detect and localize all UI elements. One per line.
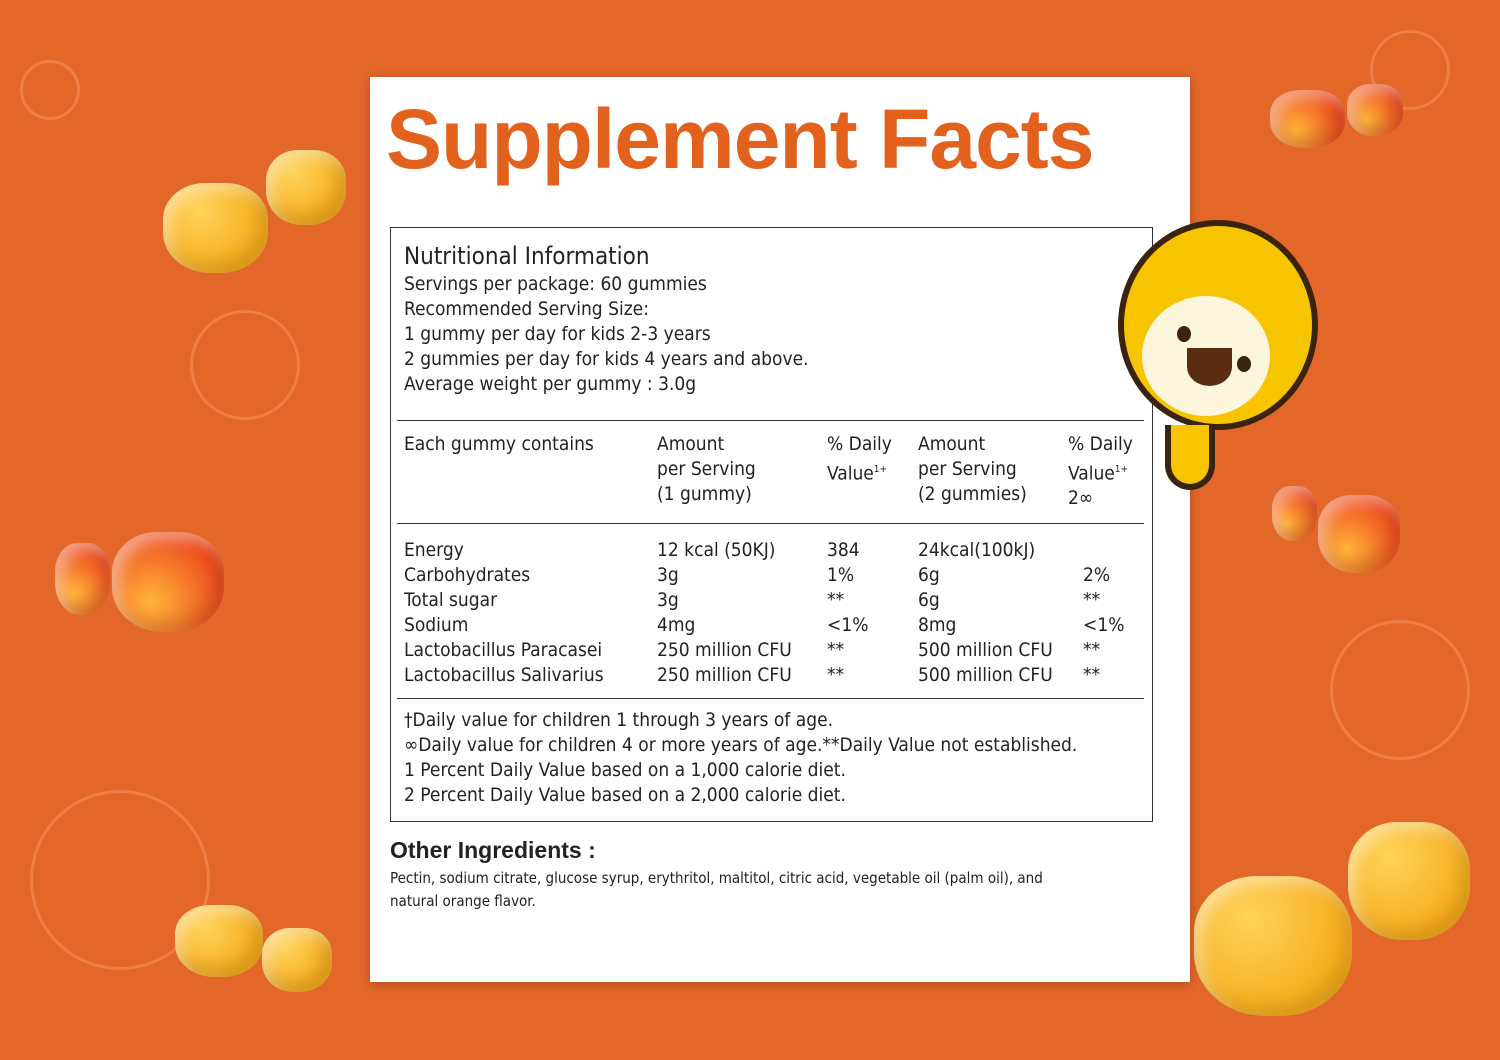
bg-pattern: [20, 60, 80, 120]
info-line: 1 gummy per day for kids 2-3 years: [404, 323, 711, 345]
table-cell: 24kcal(100kJ): [918, 539, 1036, 561]
gummy-candy-icon: [163, 183, 268, 273]
gummy-candy-icon: [55, 543, 110, 615]
mascot-tail: [1165, 425, 1215, 490]
bg-pattern: [1370, 30, 1450, 110]
mascot-character-icon: [1118, 220, 1318, 430]
table-cell: **: [827, 589, 845, 611]
gummy-candy-icon: [1347, 84, 1403, 136]
gummy-candy-icon: [1270, 90, 1345, 148]
nutritional-info-heading: Nutritional Information: [404, 242, 650, 270]
table-cell: <1%: [827, 614, 869, 636]
header-dv-2: % Daily Value1+ 2∞: [1068, 432, 1133, 511]
footnote: 2 Percent Daily Value based on a 2,000 c…: [404, 784, 846, 806]
table-cell: **: [827, 664, 845, 686]
mascot-face: [1142, 296, 1270, 416]
table-cell: 250 million CFU: [657, 639, 792, 661]
gummy-candy-icon: [1348, 822, 1470, 940]
gummy-candy-icon: [1318, 495, 1400, 573]
table-cell: 500 million CFU: [918, 664, 1053, 686]
table-cell: 250 million CFU: [657, 664, 792, 686]
table-cell: Carbohydrates: [404, 564, 531, 586]
table-cell: Energy: [404, 539, 464, 561]
table-cell: **: [827, 639, 845, 661]
footnote: †Daily value for children 1 through 3 ye…: [404, 709, 834, 731]
info-line: Servings per package: 60 gummies: [404, 273, 707, 295]
footnote: 1 Percent Daily Value based on a 1,000 c…: [404, 759, 846, 781]
nutritional-info: Nutritional Information Servings per pac…: [404, 240, 809, 397]
other-ingredients: Other Ingredients : Pectin, sodium citra…: [390, 837, 1090, 913]
facts-table: Nutritional Information Servings per pac…: [390, 227, 1153, 822]
info-line: Average weight per gummy : 3.0g: [404, 373, 697, 395]
header-dv-2-label: % Daily Value: [1068, 433, 1133, 485]
gummy-candy-icon: [112, 532, 224, 632]
header-nutrient: Each gummy contains: [404, 433, 594, 455]
header-amount-1: Amount per Serving (1 gummy): [657, 433, 756, 505]
gummy-candy-icon: [266, 150, 346, 225]
header-dv-1-label: % Daily Value: [827, 433, 892, 485]
table-cell: <1%: [1083, 614, 1125, 636]
bg-pattern: [30, 790, 210, 970]
footnotes: †Daily value for children 1 through 3 ye…: [404, 708, 1077, 808]
page-title: Supplement Facts: [386, 92, 1094, 186]
info-line: 2 gummies per day for kids 4 years and a…: [404, 348, 809, 370]
bg-pattern: [1330, 620, 1470, 760]
other-ingredients-text: Pectin, sodium citrate, glucose syrup, e…: [390, 869, 1043, 910]
table-cell: 2%: [1083, 564, 1111, 586]
divider: [397, 523, 1144, 524]
divider: [397, 420, 1144, 421]
table-cell: Lactobacillus Paracasei: [404, 639, 603, 661]
table-cell: Lactobacillus Salivarius: [404, 664, 604, 686]
header-amount-2: Amount per Serving (2 gummies): [918, 433, 1027, 505]
table-cell: 6g: [918, 589, 940, 611]
table-cell: 12 kcal (50KJ): [657, 539, 776, 561]
gummy-candy-icon: [175, 905, 263, 977]
table-cell: 500 million CFU: [918, 639, 1053, 661]
bg-pattern: [190, 310, 300, 420]
header-dv-2-sup: 1+: [1114, 464, 1129, 475]
table-cell: Sodium: [404, 614, 469, 636]
other-ingredients-heading: Other Ingredients :: [390, 837, 596, 863]
table-cell: **: [1083, 589, 1101, 611]
table-cell: 3g: [657, 564, 679, 586]
supplement-facts-card: Supplement Facts Nutritional Information…: [370, 77, 1190, 982]
info-line: Recommended Serving Size:: [404, 298, 649, 320]
table-cell: 4mg: [657, 614, 696, 636]
table-cell: 8mg: [918, 614, 957, 636]
header-dv-2-extra: 2∞: [1068, 487, 1094, 510]
header-dv-1-sup: 1+: [873, 464, 888, 475]
table-cell: 6g: [918, 564, 940, 586]
table-cell: 384: [827, 539, 860, 561]
table-cell: Total sugar: [404, 589, 498, 611]
table-cell: 1%: [827, 564, 855, 586]
table-cell: **: [1083, 664, 1101, 686]
gummy-candy-icon: [1194, 876, 1352, 1016]
header-dv-1: % Daily Value1+: [827, 432, 892, 486]
divider: [397, 698, 1144, 699]
gummy-candy-icon: [262, 928, 332, 992]
table-cell: **: [1083, 639, 1101, 661]
table-cell: 3g: [657, 589, 679, 611]
gummy-candy-icon: [1272, 486, 1317, 541]
footnote: ∞Daily value for children 4 or more year…: [404, 734, 1078, 756]
